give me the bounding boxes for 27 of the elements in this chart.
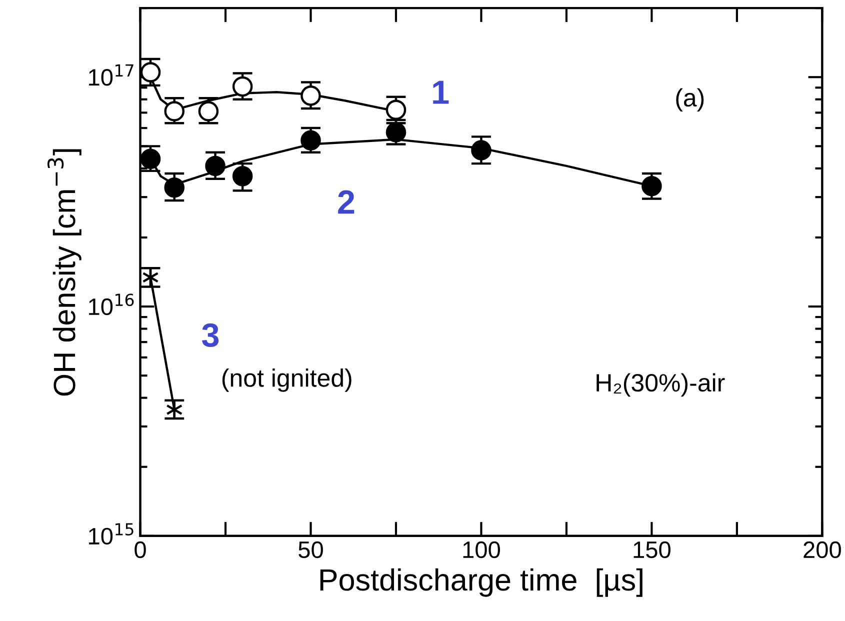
point xyxy=(300,130,321,151)
x-tick-label: 50 xyxy=(298,541,323,558)
point xyxy=(642,176,662,196)
annotation: H₂(30%)-air xyxy=(596,373,725,397)
y-tick-label: 10$^{15}$ xyxy=(89,523,134,545)
y-axis-title: OH density [cm$^{−3}$] xyxy=(47,149,82,396)
y-tick-label: 10$^{16}$ xyxy=(89,294,134,316)
annotation: (a) xyxy=(676,88,704,112)
point xyxy=(164,101,185,122)
point xyxy=(300,86,321,106)
point xyxy=(164,177,185,198)
point xyxy=(140,148,161,170)
series-label: 1 xyxy=(433,80,449,104)
point xyxy=(198,101,219,122)
y-tick-label: 10$^{17}$ xyxy=(89,64,134,86)
series-label: 3 xyxy=(202,323,219,347)
annotation: (not ignited) xyxy=(222,368,352,392)
point xyxy=(205,156,226,176)
x-tick-label: 0 xyxy=(134,541,146,558)
x-axis-title: Postdischarge time [µs] xyxy=(320,568,642,597)
series-label: 2 xyxy=(338,190,354,214)
x-tick-label: 100 xyxy=(463,541,500,558)
point xyxy=(232,166,253,186)
x-tick-label: 200 xyxy=(804,541,841,558)
x-tick-label: 150 xyxy=(634,541,670,558)
point xyxy=(471,140,492,160)
point xyxy=(232,76,253,97)
